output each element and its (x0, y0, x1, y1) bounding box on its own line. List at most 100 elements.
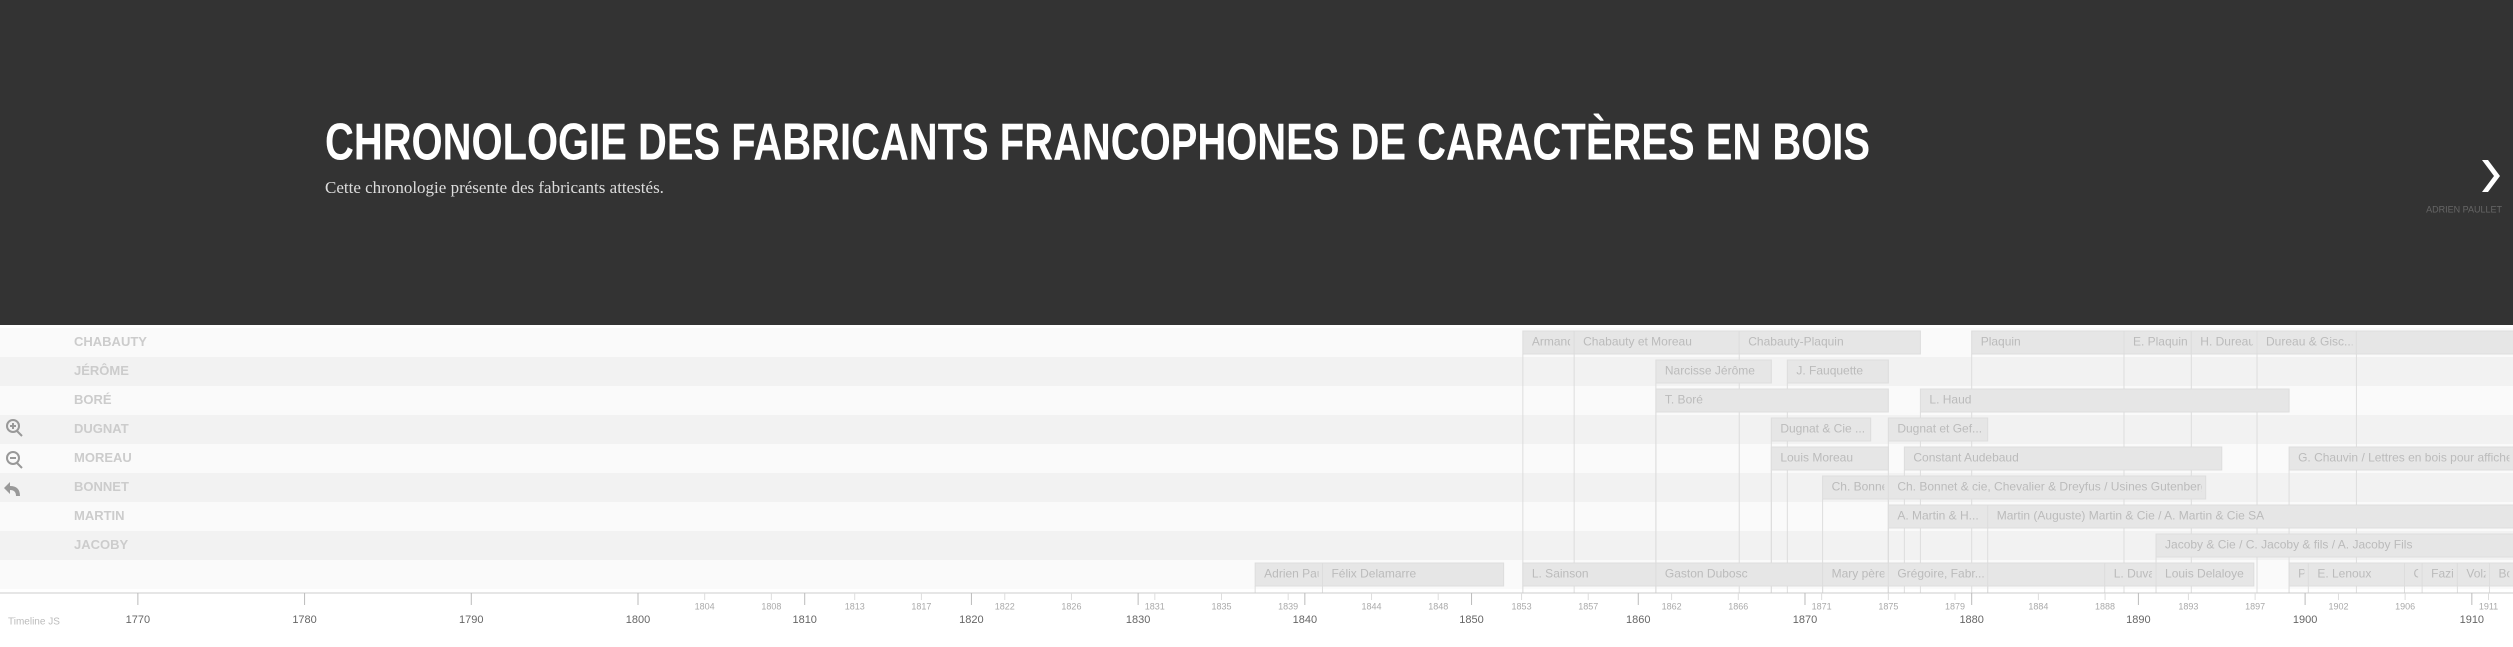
event-label: Félix Delamarre (1331, 567, 1416, 581)
event-label: Narcisse Jérôme (1665, 364, 1755, 378)
event-label: Dureau & Gisc... (2266, 335, 2354, 349)
event[interactable] (1786, 359, 1889, 384)
minor-label: 1902 (2328, 601, 2348, 611)
major-label: 1910 (2460, 614, 2484, 626)
event-label: Ch. Bonnet & cie, Chevalier & Dreyfus / … (1897, 480, 2207, 494)
event[interactable] (1738, 330, 1921, 355)
group-label: BORÉ (74, 392, 112, 407)
axis-bg (0, 593, 2513, 642)
minor-label: 1839 (1278, 601, 1298, 611)
minor-label: 1822 (995, 601, 1015, 611)
minor-label: 1884 (2028, 601, 2048, 611)
title: CHRONOLOGIE DES FABRICANTS FRANCOPHONES … (325, 114, 1870, 172)
event-label: Armand (1532, 335, 1574, 349)
event-label: Dugnat et Gef... (1897, 422, 1982, 436)
event[interactable] (2355, 330, 2513, 355)
footer: Timeline JS (8, 617, 60, 628)
event-label: Louis Delaloye (2165, 567, 2244, 581)
minor-label: 1875 (1878, 601, 1898, 611)
event-label: Louis Moreau (1780, 451, 1853, 465)
event[interactable] (1987, 504, 2513, 529)
event[interactable] (2155, 562, 2255, 587)
group-label: MARTIN (74, 508, 125, 523)
group-label: JACOBY (74, 537, 129, 552)
event-label: Gaston Dubosc (1665, 567, 1748, 581)
minor-label: 1888 (2095, 601, 2115, 611)
group-label: DUGNAT (74, 421, 129, 436)
event-label: C. (2414, 567, 2426, 581)
minor-label: 1844 (1362, 601, 1382, 611)
event[interactable] (1887, 475, 2207, 500)
major-label: 1780 (292, 614, 316, 626)
event-label: Jacoby & Cie / C. Jacoby & fils / A. Jac… (2165, 538, 2412, 552)
minor-label: 1808 (761, 601, 781, 611)
event-label: Chabauty et Moreau (1583, 335, 1692, 349)
minor-label: 1853 (1512, 601, 1532, 611)
minor-label: 1879 (1945, 601, 1965, 611)
major-label: 1870 (1793, 614, 1817, 626)
event-label: Adrien Paul... (1264, 567, 1336, 581)
credit: ADRIEN PAULLET (2426, 204, 2502, 214)
event-label: L. Sainson (1532, 567, 1589, 581)
event-label: Volz (2466, 567, 2489, 581)
major-label: 1790 (459, 614, 483, 626)
major-label: 1860 (1626, 614, 1650, 626)
event[interactable] (1770, 446, 1889, 471)
event[interactable] (1770, 417, 1872, 442)
header-bg (0, 0, 2513, 325)
back[interactable] (4, 482, 20, 496)
minor-label: 1893 (2178, 601, 2198, 611)
event-label: Plaquin (1981, 335, 2021, 349)
zoom-controls (4, 419, 23, 496)
minor-label: 1813 (845, 601, 865, 611)
major-label: 1770 (126, 614, 150, 626)
major-label: 1840 (1293, 614, 1317, 626)
event[interactable] (1919, 388, 2290, 413)
event[interactable] (1655, 388, 1889, 413)
event[interactable] (1987, 562, 2106, 587)
minor-label: 1804 (695, 601, 715, 611)
event[interactable] (1321, 562, 1505, 587)
event-label: G. Chauvin / Lettres en bois pour affich… (2298, 451, 2513, 465)
major-label: 1850 (1459, 614, 1483, 626)
event-label: Bo (2498, 567, 2513, 581)
zoom-out[interactable] (6, 451, 20, 465)
event-label: H. Dureau ... (2200, 335, 2268, 349)
row-bg (0, 531, 2513, 560)
minor-label: 1862 (1662, 601, 1682, 611)
event-label: Dugnat & Cie ... (1780, 422, 1865, 436)
group-label: BONNET (74, 479, 129, 494)
subtitle: Cette chronologie présente des fabricant… (325, 178, 664, 197)
minor-label: 1906 (2395, 601, 2415, 611)
event-label: P. (2298, 567, 2308, 581)
major-label: 1900 (2293, 614, 2317, 626)
minor-label: 1871 (1812, 601, 1832, 611)
event-label: E. Lenoux (2317, 567, 2371, 581)
event-label: Chabauty-Plaquin (1748, 335, 1843, 349)
group-label: MOREAU (74, 450, 132, 465)
minor-label: 1866 (1728, 601, 1748, 611)
event-label: L. Duval (2114, 567, 2158, 581)
event-label: Ch. Bonnet (1832, 480, 1893, 494)
event[interactable] (1887, 417, 1989, 442)
group-label: CHABAUTY (74, 334, 147, 349)
major-label: 1800 (626, 614, 650, 626)
major-label: 1810 (792, 614, 816, 626)
event-label: Grégoire, Fabr... (1897, 567, 1984, 581)
event-label: E. Plaquin ... (2133, 335, 2201, 349)
zoom-in[interactable] (6, 419, 20, 433)
major-label: 1890 (2126, 614, 2150, 626)
event[interactable] (2155, 533, 2513, 558)
event[interactable] (2488, 562, 2513, 587)
event[interactable] (1655, 359, 1772, 384)
event[interactable] (1903, 446, 2223, 471)
event-label: Constant Audebaud (1913, 451, 2018, 465)
major-label: 1820 (959, 614, 983, 626)
minor-label: 1897 (2245, 601, 2265, 611)
major-label: 1830 (1126, 614, 1150, 626)
minor-label: 1857 (1578, 601, 1598, 611)
next-arrow[interactable] (2482, 160, 2500, 192)
minor-label: 1831 (1145, 601, 1165, 611)
event[interactable] (2288, 446, 2513, 471)
